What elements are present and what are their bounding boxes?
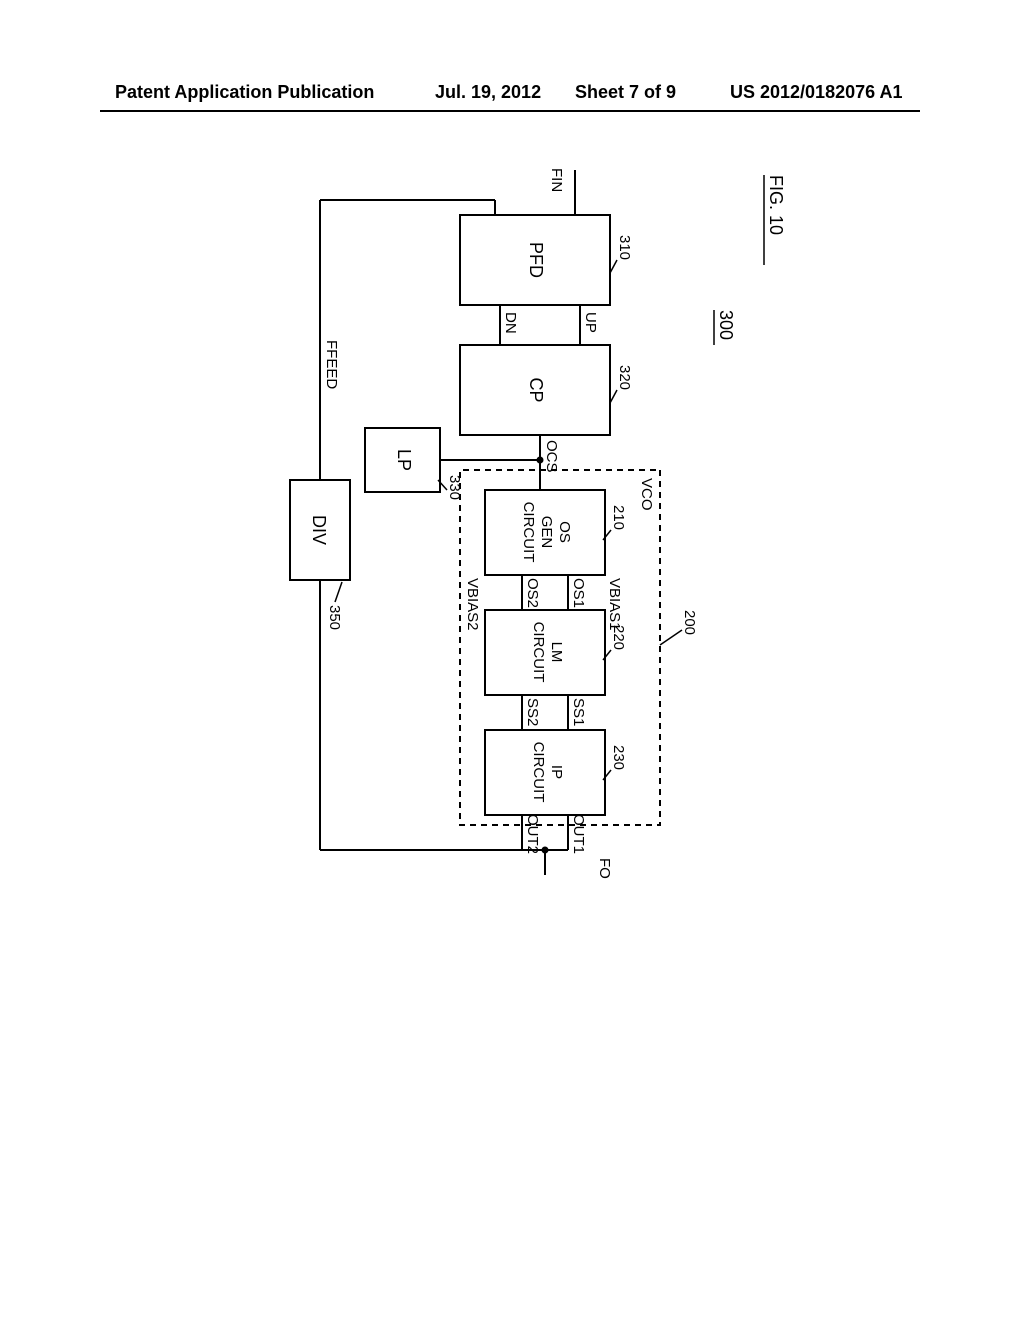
header-rule xyxy=(100,110,920,112)
block-lm-l1: LM xyxy=(548,642,565,663)
label-out2: OUT2 xyxy=(524,814,541,854)
label-ffeed: FFEED xyxy=(323,340,340,389)
label-ss2: SS2 xyxy=(524,698,541,726)
block-ip-l2: CIRCUIT xyxy=(530,742,547,803)
block-osg-l3: CIRCUIT xyxy=(520,502,537,563)
label-vco: VCO xyxy=(638,478,655,511)
header-left: Patent Application Publication xyxy=(115,82,374,103)
ref-300: 300 xyxy=(716,310,736,340)
label-os2: OS2 xyxy=(524,578,541,608)
figure-title: FIG. 10 xyxy=(766,175,786,235)
label-vbias2: VBIAS2 xyxy=(464,578,481,631)
ref-320-leader xyxy=(610,390,617,403)
ref-200: 200 xyxy=(681,610,698,635)
header-pubno: US 2012/0182076 A1 xyxy=(730,82,902,103)
figure-container: FIG. 10 300 PFD 310 FIN CP 320 UP xyxy=(80,160,800,700)
block-div-label: DIV xyxy=(309,515,329,545)
block-ip-l1: IP xyxy=(548,765,565,779)
figure-svg: FIG. 10 300 PFD 310 FIN CP 320 UP xyxy=(260,160,800,880)
label-ss1: SS1 xyxy=(570,698,587,726)
ref-320: 320 xyxy=(616,365,633,390)
block-pfd-label: PFD xyxy=(526,242,546,278)
label-vbias1: VBIAS1 xyxy=(606,578,623,631)
header-sheet: Sheet 7 of 9 xyxy=(575,82,676,103)
label-out1: OUT1 xyxy=(570,814,587,854)
ref-310-leader xyxy=(610,260,617,273)
block-lm-l2: CIRCUIT xyxy=(530,622,547,683)
ref-310: 310 xyxy=(616,235,633,260)
block-lp-label: LP xyxy=(394,449,414,471)
ref-230: 230 xyxy=(610,745,627,770)
label-os1: OS1 xyxy=(570,578,587,608)
block-osg-l1: OS xyxy=(556,521,573,543)
page: Patent Application Publication Jul. 19, … xyxy=(0,0,1024,1320)
block-cp-label: CP xyxy=(526,377,546,402)
ref-210: 210 xyxy=(610,505,627,530)
ref-350: 350 xyxy=(326,605,343,630)
block-osg-l2: GEN xyxy=(538,516,555,549)
label-up: UP xyxy=(582,312,599,333)
label-dn: DN xyxy=(502,312,519,334)
ref-350-leader xyxy=(335,582,342,602)
label-fin: FIN xyxy=(548,168,565,192)
header-date: Jul. 19, 2012 xyxy=(435,82,541,103)
ref-200-leader xyxy=(660,630,682,645)
label-fout: FOUT xyxy=(596,858,613,880)
label-ocs: OCS xyxy=(543,440,560,473)
